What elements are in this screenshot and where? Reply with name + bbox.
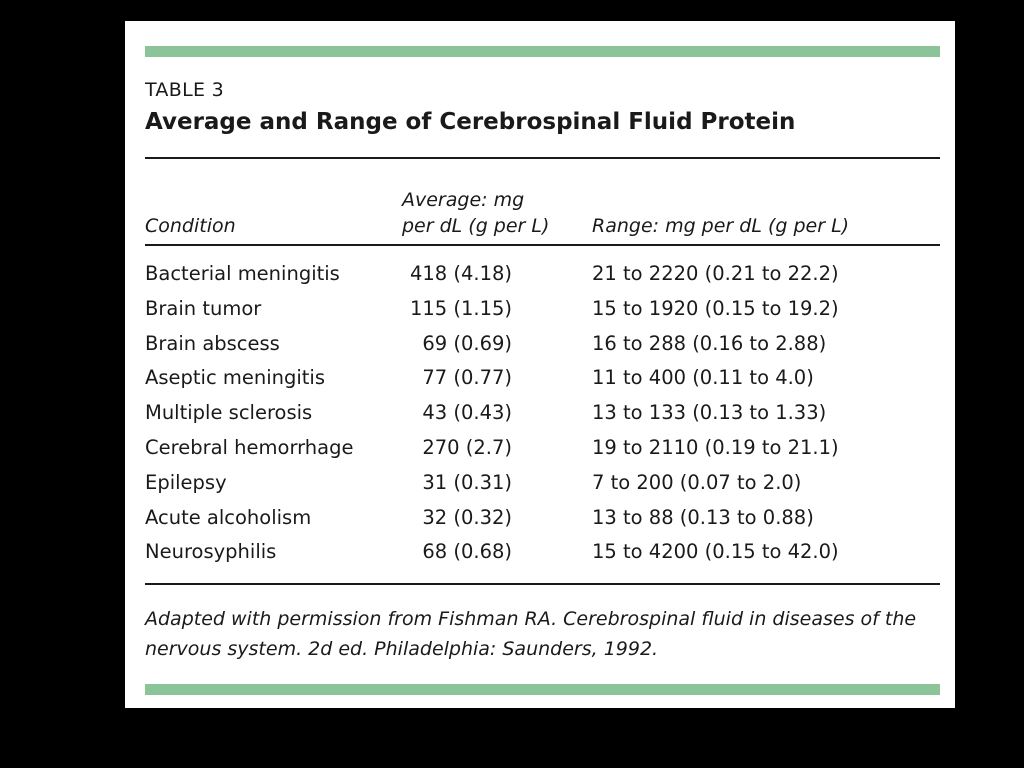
header-average: Average: mg per dL (g per L) bbox=[402, 187, 549, 239]
cell-average: 115 (1.15) bbox=[409, 296, 512, 320]
cell-condition: Multiple sclerosis bbox=[145, 401, 313, 425]
cell-average: 270 (2.7) bbox=[422, 435, 512, 459]
cell-condition: Bacterial meningitis bbox=[145, 262, 340, 285]
header-average-line1: Average: mg bbox=[402, 189, 525, 211]
table-row: Neurosyphilis 68 (0.68) 15 to 4200 (0.15… bbox=[145, 537, 940, 572]
cell-condition: Epilepsy bbox=[145, 470, 227, 494]
cell-range: 7 to 200 (0.07 to 2.0) bbox=[592, 470, 802, 494]
cell-range: 16 to 288 (0.16 to 2.88) bbox=[592, 331, 827, 355]
table-body: Bacterial meningitis 418 (4.18) 21 to 22… bbox=[145, 259, 940, 572]
cell-average: 32 (0.32) bbox=[422, 505, 512, 529]
cell-average: 31 (0.31) bbox=[422, 470, 512, 494]
cell-average: 69 (0.69) bbox=[422, 331, 512, 355]
rule-bottom bbox=[145, 583, 940, 585]
cell-condition: Neurosyphilis bbox=[145, 540, 277, 564]
cell-range: 11 to 400 (0.11 to 4.0) bbox=[592, 366, 814, 390]
cell-range: 21 to 2220 (0.21 to 22.2) bbox=[592, 262, 839, 285]
table-row: Acute alcoholism 32 (0.32) 13 to 88 (0.1… bbox=[145, 503, 940, 538]
table-row: Bacterial meningitis 418 (4.18) 21 to 22… bbox=[145, 259, 940, 294]
cell-average: 77 (0.77) bbox=[422, 366, 512, 390]
table-row: Cerebral hemorrhage 270 (2.7) 19 to 2110… bbox=[145, 433, 940, 468]
table-row: Multiple sclerosis 43 (0.43) 13 to 133 (… bbox=[145, 398, 940, 433]
cell-average: 418 (4.18) bbox=[409, 262, 512, 285]
header-range: Range: mg per dL (g per L) bbox=[592, 215, 850, 237]
footnote-line1: Adapted with permission from Fishman RA.… bbox=[145, 608, 917, 630]
table-title: Average and Range of Cerebrospinal Fluid… bbox=[145, 109, 796, 135]
cell-range: 19 to 2110 (0.19 to 21.1) bbox=[592, 435, 839, 459]
cell-average: 43 (0.43) bbox=[422, 401, 512, 425]
cell-condition: Acute alcoholism bbox=[145, 505, 312, 529]
rule-header bbox=[145, 244, 940, 246]
table-row: Brain tumor 115 (1.15) 15 to 1920 (0.15 … bbox=[145, 294, 940, 329]
header-average-line2: per dL (g per L) bbox=[402, 215, 550, 237]
cell-condition: Cerebral hemorrhage bbox=[145, 435, 354, 459]
header-condition: Condition bbox=[145, 215, 236, 237]
footnote-line2: nervous system. 2d ed. Philadelphia: Sau… bbox=[145, 638, 659, 660]
table-footnote: Adapted with permission from Fishman RA.… bbox=[145, 604, 945, 664]
cell-range: 15 to 4200 (0.15 to 42.0) bbox=[592, 540, 839, 564]
table-row: Epilepsy 31 (0.31) 7 to 200 (0.07 to 2.0… bbox=[145, 468, 940, 503]
accent-bar-bottom bbox=[145, 684, 940, 695]
cell-average: 68 (0.68) bbox=[422, 540, 512, 564]
table-row: Aseptic meningitis 77 (0.77) 11 to 400 (… bbox=[145, 363, 940, 398]
cell-range: 15 to 1920 (0.15 to 19.2) bbox=[592, 296, 839, 320]
cell-condition: Aseptic meningitis bbox=[145, 366, 326, 390]
cell-range: 13 to 88 (0.13 to 0.88) bbox=[592, 505, 814, 529]
table-row: Brain abscess 69 (0.69) 16 to 288 (0.16 … bbox=[145, 329, 940, 364]
table-panel: TABLE 3 Average and Range of Cerebrospin… bbox=[125, 21, 955, 708]
rule-top bbox=[145, 157, 940, 159]
cell-condition: Brain abscess bbox=[145, 331, 280, 355]
cell-range: 13 to 133 (0.13 to 1.33) bbox=[592, 401, 827, 425]
cell-condition: Brain tumor bbox=[145, 296, 262, 320]
accent-bar-top bbox=[145, 46, 940, 57]
table-label: TABLE 3 bbox=[145, 79, 224, 101]
